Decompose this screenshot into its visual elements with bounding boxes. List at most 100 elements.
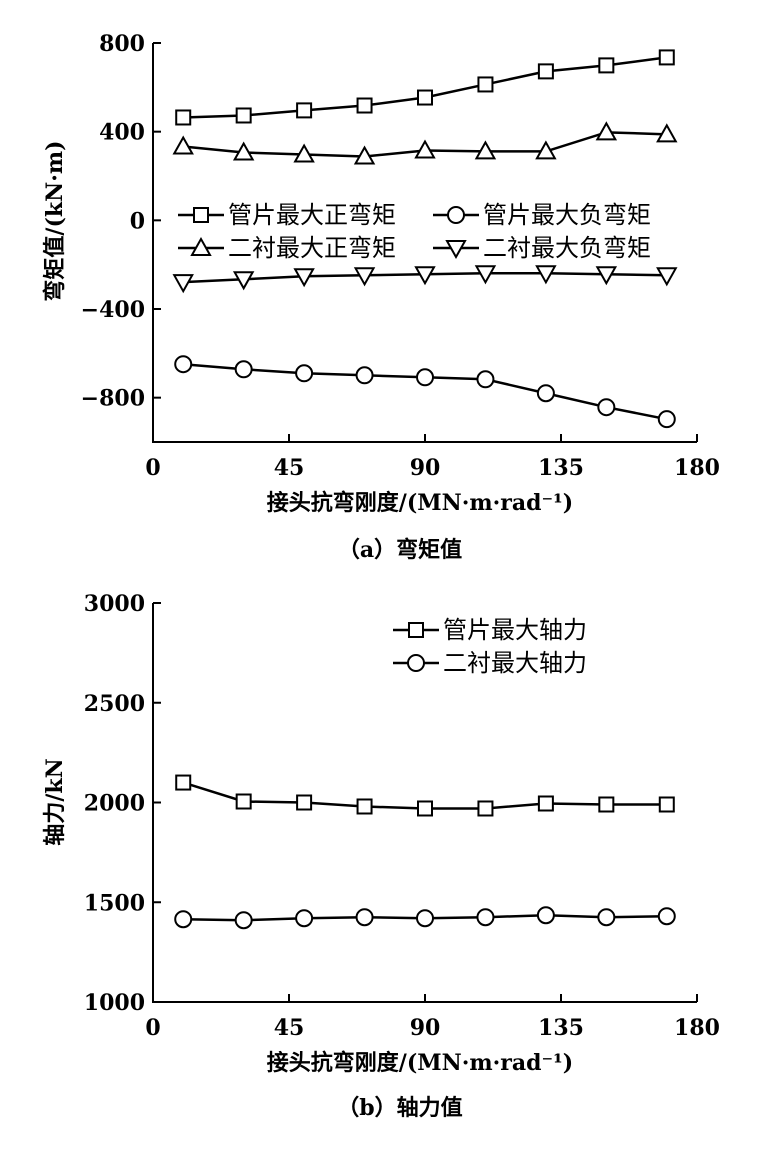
data-point xyxy=(175,774,192,791)
data-point xyxy=(172,135,194,155)
data-point xyxy=(595,121,618,141)
data-point xyxy=(658,49,675,66)
data-point xyxy=(295,364,314,383)
data-point xyxy=(234,360,253,379)
chart-caption: （b）轴力值 xyxy=(337,1095,462,1121)
x-tick-label: 0 xyxy=(145,455,160,481)
data-point xyxy=(296,102,313,119)
data-point xyxy=(417,89,433,106)
y-tick-label: −400 xyxy=(81,297,145,323)
data-point xyxy=(657,907,676,926)
data-point xyxy=(293,143,315,163)
data-point xyxy=(234,911,253,930)
data-point xyxy=(355,908,374,927)
data-point xyxy=(657,410,676,429)
data-point xyxy=(356,798,373,815)
data-point xyxy=(414,139,436,159)
y-tick-label: 1000 xyxy=(84,990,145,1016)
data-point xyxy=(656,123,678,143)
data-point xyxy=(232,271,255,291)
data-point xyxy=(537,63,554,80)
x-tick-label: 180 xyxy=(674,1015,720,1041)
series-2 xyxy=(174,906,676,930)
data-point xyxy=(175,109,192,126)
y-tick-label: 1500 xyxy=(84,890,145,916)
y-tick-label: −800 xyxy=(81,386,145,412)
data-point xyxy=(658,796,675,813)
legend-label: 二衬最大正弯矩 xyxy=(228,234,396,262)
legend-label: 二衬最大轴力 xyxy=(443,649,587,677)
legend-label: 管片最大正弯矩 xyxy=(228,201,396,229)
legend-label: 二衬最大负弯矩 xyxy=(483,234,651,262)
legend-item: 管片最大正弯矩 xyxy=(178,201,396,229)
legend-marker xyxy=(408,622,424,638)
y-axis-label: 弯矩值/(kN·m) xyxy=(42,140,68,301)
y-tick-label: 0 xyxy=(130,208,145,234)
x-tick-label: 135 xyxy=(538,1015,584,1041)
y-tick-label: 2000 xyxy=(84,791,145,817)
data-point xyxy=(356,97,373,114)
data-point xyxy=(535,265,557,285)
data-point xyxy=(417,800,433,817)
data-point xyxy=(174,910,193,929)
y-tick-label: 400 xyxy=(99,120,145,146)
data-point xyxy=(535,140,557,160)
data-point xyxy=(476,370,495,389)
x-tick-label: 90 xyxy=(410,455,441,481)
y-axis-label: 轴力/kN xyxy=(42,758,68,845)
legend-marker xyxy=(193,207,209,223)
legend-marker xyxy=(190,236,212,256)
x-tick-label: 180 xyxy=(674,455,720,481)
chart-caption: （a）弯矩值 xyxy=(338,537,462,563)
data-point xyxy=(477,800,494,817)
series-2 xyxy=(174,355,676,429)
data-point xyxy=(656,267,678,287)
data-point xyxy=(353,267,376,287)
data-point xyxy=(597,398,616,417)
series-1 xyxy=(175,49,675,126)
data-point xyxy=(235,107,252,124)
x-axis-label: 接头抗弯刚度/(MN·m·rad⁻¹) xyxy=(267,1050,573,1076)
data-point xyxy=(174,355,193,374)
series-4 xyxy=(172,265,678,294)
x-tick-label: 90 xyxy=(410,1015,441,1041)
legend-item: 管片最大轴力 xyxy=(393,616,587,644)
data-point xyxy=(476,908,495,927)
legend-marker xyxy=(445,240,467,260)
data-point xyxy=(235,793,252,810)
series-3 xyxy=(172,121,678,165)
data-point xyxy=(296,794,313,811)
x-axis-label: 接头抗弯刚度/(MN·m·rad⁻¹) xyxy=(267,490,573,516)
y-tick-label: 800 xyxy=(99,31,145,57)
data-point xyxy=(474,140,497,160)
data-point xyxy=(353,145,376,165)
data-point xyxy=(598,796,615,813)
data-point xyxy=(597,908,616,927)
chart-panel-1: 800 400 0 −400 −800 0 45 90 135 180 接头抗弯刚度/(MN·m·r… xyxy=(42,31,720,563)
data-point xyxy=(355,366,374,385)
x-tick-label: 0 xyxy=(145,1015,160,1041)
data-point xyxy=(595,266,618,286)
data-point xyxy=(232,141,255,161)
data-point xyxy=(293,268,315,288)
legend-marker xyxy=(407,654,425,672)
data-point xyxy=(477,76,494,93)
data-point xyxy=(416,909,434,928)
legend-item: 管片最大负弯矩 xyxy=(433,201,651,229)
x-tick-label: 135 xyxy=(538,455,584,481)
series-1 xyxy=(175,774,675,817)
legend-item: 二衬最大正弯矩 xyxy=(178,234,396,262)
legend-marker xyxy=(447,206,465,224)
data-point xyxy=(414,266,436,286)
legend-item: 二衬最大轴力 xyxy=(393,649,587,677)
x-tick-label: 45 xyxy=(274,1015,305,1041)
data-point xyxy=(536,384,555,403)
y-tick-label: 3000 xyxy=(84,591,145,617)
y-tick-label: 2500 xyxy=(84,691,145,717)
legend-label: 管片最大负弯矩 xyxy=(483,201,651,229)
x-tick-label: 45 xyxy=(274,455,305,481)
data-point xyxy=(295,909,314,928)
